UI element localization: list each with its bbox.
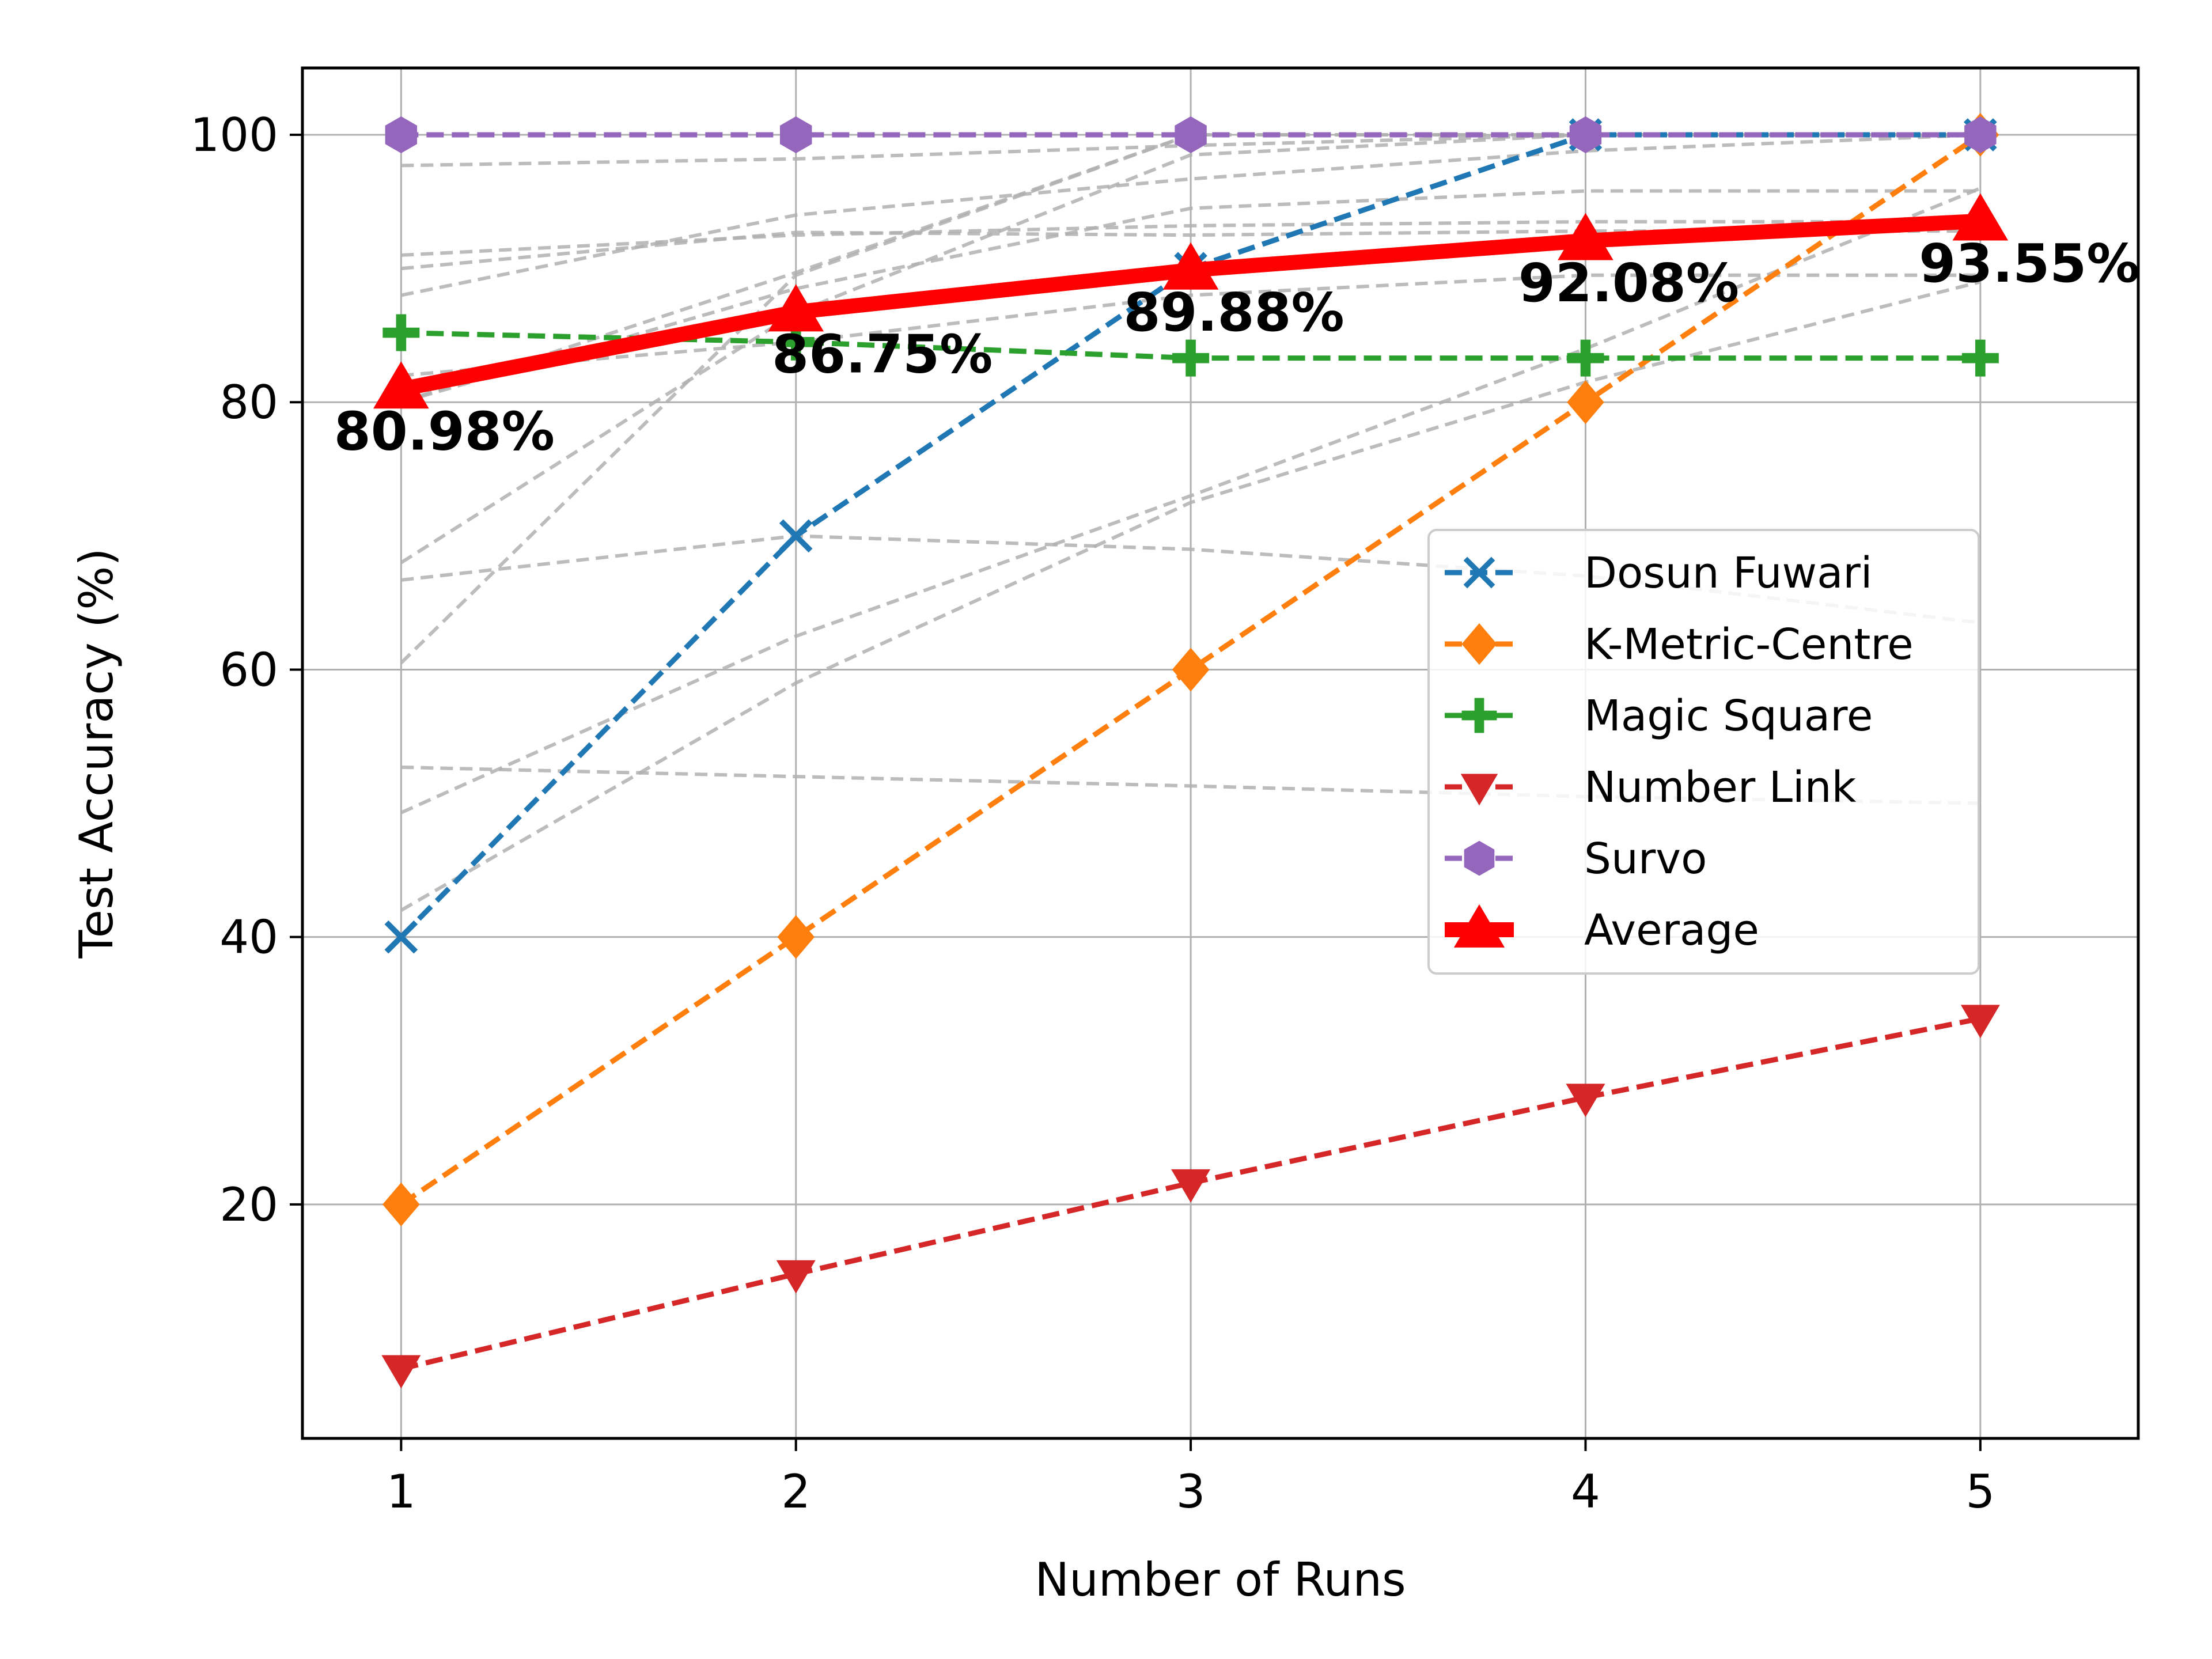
data-point-hexagon-icon bbox=[1569, 116, 1602, 154]
series-number-link bbox=[381, 1005, 2000, 1389]
data-point-triangle-up-icon bbox=[373, 361, 429, 409]
background-series-line-2 bbox=[401, 219, 1980, 257]
background-series-line-10 bbox=[400, 187, 1981, 815]
x-tick-label-2: 2 bbox=[781, 1465, 810, 1518]
data-point-triangle-down-icon bbox=[776, 1260, 816, 1294]
y-tick-label-60: 60 bbox=[219, 643, 278, 696]
data-point-diamond-icon bbox=[1172, 647, 1210, 692]
series-lines bbox=[373, 113, 2009, 1389]
legend-marker-diamond-icon bbox=[1461, 623, 1497, 665]
x-axis-label: Number of Runs bbox=[1035, 1553, 1406, 1607]
data-point-triangle-up-icon bbox=[1162, 242, 1219, 290]
y-tick-label-100: 100 bbox=[190, 108, 278, 162]
x-tick-label-5: 5 bbox=[1965, 1465, 1995, 1518]
data-point-hexagon-icon bbox=[1175, 116, 1207, 154]
legend-marker-plus-icon bbox=[1461, 698, 1497, 733]
x-tick-label-4: 4 bbox=[1571, 1465, 1600, 1518]
data-point-x-icon bbox=[384, 920, 418, 954]
data-point-x-icon bbox=[779, 519, 813, 553]
data-point-triangle-up-icon bbox=[768, 284, 824, 332]
data-point-plus-icon bbox=[777, 323, 815, 361]
background-series-line-13 bbox=[401, 273, 1980, 377]
x-tick-label-1: 1 bbox=[387, 1465, 416, 1518]
legend-label: Dosun Fuwari bbox=[1584, 548, 1872, 598]
data-point-hexagon-icon bbox=[1964, 116, 1997, 154]
average-value-label: 93.55% bbox=[1919, 233, 2139, 294]
legend-label: Number Link bbox=[1584, 763, 1856, 812]
legend-marker-x-icon bbox=[1463, 556, 1495, 589]
series-survo bbox=[385, 116, 1997, 154]
average-value-label: 80.98% bbox=[334, 400, 555, 462]
data-point-triangle-down-icon bbox=[1960, 1005, 2000, 1039]
data-point-triangle-down-icon bbox=[1171, 1169, 1211, 1203]
data-point-diamond-icon bbox=[777, 915, 815, 959]
data-point-plus-icon bbox=[1567, 339, 1604, 377]
y-tick-label-80: 80 bbox=[219, 376, 278, 429]
legend: Dosun Fuwari K-Metric-Centre Magic Square N… bbox=[1427, 529, 1980, 975]
x-tick-label-3: 3 bbox=[1176, 1465, 1206, 1518]
plot-frame bbox=[301, 66, 2140, 1440]
legend-marker-triangle-up-icon bbox=[1453, 904, 1505, 948]
data-point-diamond-icon bbox=[1567, 380, 1604, 425]
data-point-triangle-down-icon bbox=[1566, 1084, 1605, 1118]
data-point-hexagon-icon bbox=[780, 116, 812, 154]
data-point-triangle-down-icon bbox=[381, 1355, 421, 1389]
data-point-triangle-up-icon bbox=[1558, 213, 1613, 260]
legend-item: Number Link bbox=[1445, 763, 1856, 812]
axis-ticks: 1 2 3 4 5 20 40 60 80 100 bbox=[190, 108, 1995, 1518]
data-point-plus-icon bbox=[1172, 339, 1210, 377]
legend-item: Average bbox=[1445, 904, 1759, 955]
legend-item: Dosun Fuwari bbox=[1445, 548, 1872, 598]
data-point-plus-icon bbox=[1961, 339, 1999, 377]
average-value-label: 92.08% bbox=[1518, 252, 1739, 314]
legend-item: K-Metric-Centre bbox=[1445, 620, 1914, 669]
legend-item: Survo bbox=[1445, 834, 1707, 884]
y-axis-label: Test Accuracy (%) bbox=[70, 548, 123, 959]
background-series-line-12 bbox=[400, 189, 1980, 404]
average-value-label: 89.88% bbox=[1124, 282, 1344, 343]
background-series-line-11 bbox=[400, 280, 1981, 912]
legend-marker-hexagon-icon bbox=[1464, 840, 1495, 876]
legend-label: Average bbox=[1584, 906, 1759, 955]
legend-label: Magic Square bbox=[1584, 691, 1873, 741]
legend-marker-triangle-down-icon bbox=[1460, 774, 1498, 806]
data-point-hexagon-icon bbox=[385, 116, 418, 154]
legend-item: Magic Square bbox=[1445, 691, 1873, 741]
average-value-label: 86.75% bbox=[772, 324, 993, 385]
series-average bbox=[373, 193, 2009, 409]
y-tick-label-40: 40 bbox=[219, 911, 278, 964]
legend-label: K-Metric-Centre bbox=[1584, 620, 1914, 669]
annotations: 80.98% 86.75% 89.88% 92.08% 93.55% bbox=[334, 233, 2140, 463]
data-point-diamond-icon bbox=[382, 1182, 420, 1226]
legend-label: Survo bbox=[1584, 834, 1707, 884]
data-point-triangle-up-icon bbox=[1952, 193, 2009, 241]
data-point-plus-icon bbox=[382, 314, 420, 351]
legend-box bbox=[1427, 529, 1980, 975]
y-tick-label-20: 20 bbox=[219, 1178, 278, 1232]
